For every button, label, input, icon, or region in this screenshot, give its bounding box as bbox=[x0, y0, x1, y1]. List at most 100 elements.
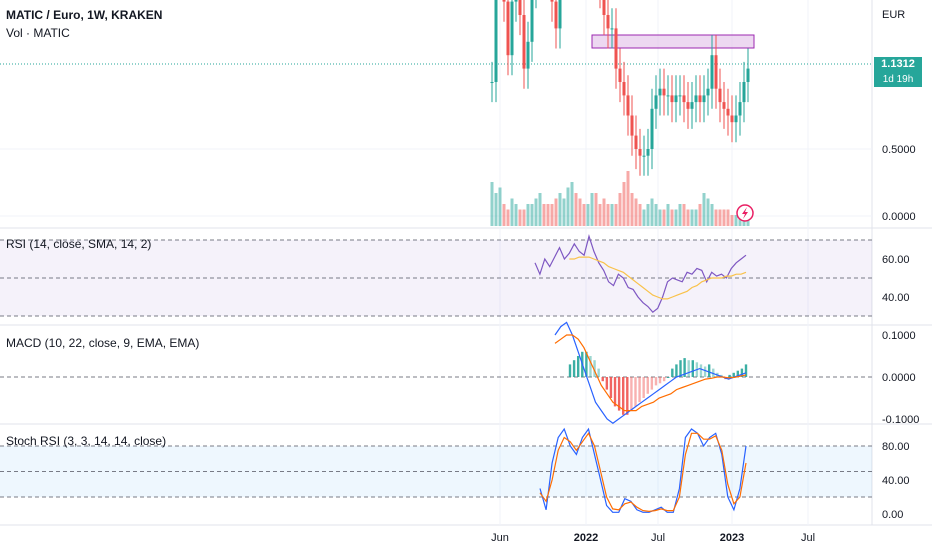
rsi-line bbox=[534, 234, 747, 314]
candle-body bbox=[626, 95, 630, 116]
volume-bar bbox=[658, 209, 662, 226]
candle-body bbox=[614, 28, 618, 69]
volume-bar bbox=[506, 209, 510, 226]
macd-tick-label: -0.1000 bbox=[882, 414, 919, 426]
volume-bar bbox=[682, 204, 686, 226]
macd-hist-bar bbox=[605, 377, 609, 390]
macd-hist-bar bbox=[646, 377, 649, 394]
macd-line bbox=[554, 321, 747, 424]
candle-body bbox=[630, 115, 634, 136]
volume-bar bbox=[674, 209, 678, 226]
macd-hist-bar bbox=[679, 360, 682, 377]
candle-body bbox=[690, 102, 694, 109]
macd-hist-bar bbox=[568, 364, 572, 377]
candle-body bbox=[518, 0, 522, 15]
volume-bar bbox=[678, 204, 682, 226]
volume-bar bbox=[498, 187, 502, 226]
volume-bar bbox=[562, 198, 566, 226]
candle-body bbox=[670, 95, 674, 103]
candle-body bbox=[618, 68, 622, 82]
volume-bar bbox=[718, 209, 722, 226]
volume-bar bbox=[590, 193, 594, 226]
volume-bar bbox=[582, 204, 586, 226]
candle-body bbox=[642, 155, 646, 157]
candle-body bbox=[606, 15, 610, 29]
macd-hist-bar bbox=[650, 377, 654, 390]
volume-bar bbox=[574, 193, 578, 226]
candle-body bbox=[746, 68, 750, 82]
candle-body bbox=[634, 135, 638, 149]
stoch-tick-label: 80.00 bbox=[882, 441, 910, 453]
volume-bar bbox=[490, 182, 494, 226]
volume-bar bbox=[666, 204, 670, 226]
volume-bar bbox=[738, 215, 742, 226]
bar-countdown: 1d 19h bbox=[874, 72, 922, 87]
volume-bar bbox=[546, 204, 550, 226]
stoch-title: Stoch RSI (3, 3, 14, 14, close) bbox=[6, 434, 167, 448]
candle-body bbox=[678, 95, 682, 97]
signal-line bbox=[554, 334, 747, 412]
volume-bar bbox=[558, 193, 562, 226]
volume-bar bbox=[570, 182, 574, 226]
volume-bar bbox=[566, 187, 570, 226]
candle-body bbox=[666, 95, 670, 97]
candle-body bbox=[514, 0, 518, 2]
candle-body bbox=[686, 102, 690, 109]
volume-bar bbox=[662, 209, 666, 226]
last-price-tag: 1.1312 bbox=[874, 57, 922, 72]
candle-body bbox=[526, 41, 530, 69]
rsi-tick-label: 40.00 bbox=[882, 292, 910, 304]
macd-hist-bar bbox=[622, 377, 625, 415]
volume-bar bbox=[702, 193, 706, 226]
candle-body bbox=[702, 95, 706, 103]
macd-hist-bar bbox=[740, 368, 744, 377]
volume-bar bbox=[650, 198, 654, 226]
macd-hist-bar bbox=[593, 360, 596, 377]
macd-hist-bar bbox=[699, 364, 703, 377]
volume-bar bbox=[522, 209, 526, 226]
volume-bar bbox=[726, 209, 730, 226]
volume-bar bbox=[602, 198, 606, 226]
macd-title: MACD (10, 22, close, 9, EMA, EMA) bbox=[6, 336, 200, 350]
resistance-zone bbox=[591, 34, 755, 49]
macd-hist-bar bbox=[683, 358, 686, 377]
lightning-icon bbox=[736, 204, 754, 222]
macd-hist-bar bbox=[572, 360, 576, 377]
volume-bar bbox=[690, 209, 694, 226]
stoch-tick-label: 0.00 bbox=[882, 509, 903, 521]
macd-hist-bar bbox=[687, 360, 690, 377]
candle-body bbox=[558, 0, 562, 29]
candle-body bbox=[650, 108, 654, 149]
macd-hist-bar bbox=[589, 356, 592, 377]
macd-hist-bar bbox=[658, 377, 662, 384]
candle-body bbox=[550, 0, 554, 2]
candle-body bbox=[726, 108, 730, 116]
volume-bar bbox=[730, 215, 734, 226]
rsi-tick-label: 60.00 bbox=[882, 254, 910, 266]
macd-hist-bar bbox=[707, 364, 711, 377]
candle-body bbox=[654, 95, 658, 109]
macd-hist-bar bbox=[654, 377, 658, 386]
chart-title: MATIC / Euro, 1W, KRAKEN bbox=[6, 8, 163, 22]
volume-bar bbox=[610, 204, 614, 226]
macd-hist-bar bbox=[638, 377, 641, 403]
macd-hist-bar bbox=[662, 377, 666, 382]
volume-bar bbox=[622, 182, 626, 226]
volume-bar bbox=[642, 209, 646, 226]
macd-hist-bar bbox=[675, 364, 678, 377]
candle-body bbox=[710, 55, 714, 89]
candle-body bbox=[694, 95, 698, 103]
candle-body bbox=[674, 95, 678, 103]
volume-bar bbox=[538, 193, 542, 226]
candle-body bbox=[722, 102, 726, 109]
macd-hist-bar bbox=[609, 377, 613, 398]
macd-hist-bar bbox=[736, 370, 740, 377]
volume-group bbox=[490, 171, 750, 226]
volume-bar bbox=[586, 204, 590, 226]
macd-hist-bar bbox=[617, 377, 621, 411]
macd-hist-bar bbox=[712, 368, 715, 377]
stoch-k-line bbox=[539, 427, 747, 513]
candle-body bbox=[506, 1, 510, 56]
macd-hist-bar bbox=[667, 377, 670, 378]
